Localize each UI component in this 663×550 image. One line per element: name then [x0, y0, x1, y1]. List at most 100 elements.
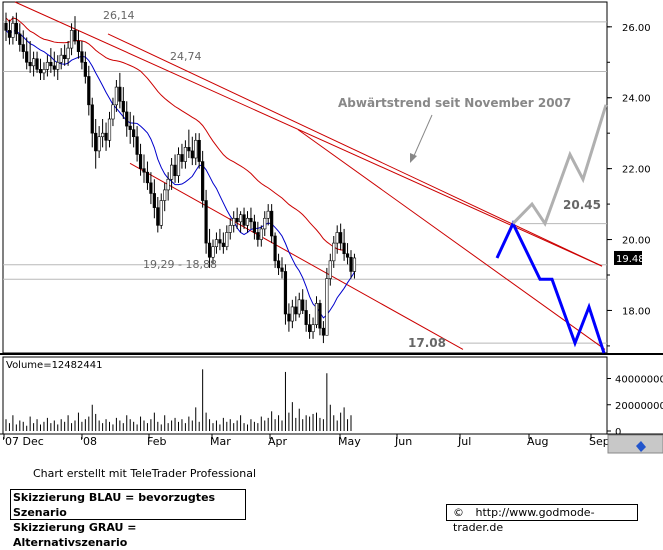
high-label-26: 26,14	[103, 9, 135, 22]
candle-body	[38, 69, 43, 74]
candle-body	[342, 242, 346, 255]
candle-body	[256, 232, 260, 240]
candle-body	[121, 100, 125, 113]
candle-body	[101, 132, 105, 138]
trend-line	[14, 1, 603, 267]
price-tick-label: 20.00	[622, 236, 651, 247]
trend-annotation: Abwärtstrend seit November 2007	[338, 96, 571, 110]
annotation-arrow-head	[410, 153, 417, 163]
volume-tick-label: 20000000	[615, 401, 663, 412]
price-tick-label: 18.00	[622, 306, 651, 317]
short-moving-average	[5, 29, 355, 319]
volume-tick-label: 40000000	[615, 375, 663, 386]
candle-body	[266, 210, 270, 219]
candle-body	[218, 239, 222, 244]
candle-body	[211, 246, 215, 258]
copyright-symbol: ©	[453, 506, 464, 519]
candle-body	[111, 104, 115, 120]
candle-body	[166, 178, 170, 191]
candle-body	[76, 40, 81, 52]
time-label: Sep	[589, 435, 610, 448]
candle-body	[56, 61, 60, 70]
corner-icon	[636, 441, 646, 452]
candle-body	[249, 217, 253, 223]
candle-body	[221, 242, 225, 247]
candle-body	[252, 221, 257, 233]
candle-body	[294, 306, 298, 315]
trend-line	[129, 162, 464, 350]
candle-body	[14, 22, 18, 35]
candle-body	[280, 267, 284, 272]
resistance-label: 20.45	[563, 198, 601, 212]
candle-body	[204, 200, 208, 244]
long-moving-average	[5, 17, 345, 251]
candle-body	[97, 136, 101, 152]
candle-body	[107, 118, 112, 141]
annotation-arrow-shaft	[412, 114, 433, 159]
candle-body	[245, 217, 250, 226]
time-label: Feb	[147, 435, 166, 448]
time-axis: '07 Dec '08 Feb Mar Apr May Jun Jul Aug Sep	[0, 433, 663, 448]
volume-panel: 0 20000000 40000000 Volume=12482441	[2, 356, 663, 438]
candle-body	[90, 104, 94, 134]
candle-body	[339, 232, 343, 244]
trend-line	[107, 33, 603, 267]
time-label: Mar	[210, 435, 231, 448]
candle-body	[290, 306, 294, 322]
candle-body	[156, 207, 160, 226]
candle-body	[52, 65, 56, 70]
source-url[interactable]: http://www.godmode-trader.de	[453, 506, 595, 534]
price-tick-label: 22.00	[622, 165, 651, 176]
legend-grey-text: Skizzierung GRAU = Alternativszenario	[13, 521, 137, 549]
candle-body	[335, 232, 339, 244]
candle-body	[69, 30, 74, 49]
candle-body	[59, 54, 63, 63]
candle-body	[25, 51, 29, 63]
time-label: '08	[80, 435, 97, 448]
price-frame	[2, 1, 608, 354]
candle-body	[225, 232, 229, 247]
candle-body	[66, 47, 70, 60]
candle-body	[135, 136, 139, 155]
time-label: Apr	[268, 435, 288, 448]
candle-body	[128, 125, 132, 130]
support-zone-label: 19,29 - 18,88	[143, 258, 217, 271]
candle-body	[273, 235, 277, 262]
candle-body	[263, 217, 267, 230]
candle-body	[325, 278, 329, 336]
candle-body	[190, 150, 194, 159]
low-label: 17.08	[408, 336, 446, 350]
candle-body	[235, 217, 239, 223]
high-label-24: 24,74	[170, 50, 202, 63]
corner-box[interactable]	[607, 434, 663, 454]
time-label: Aug	[527, 435, 548, 448]
source-link[interactable]: © http://www.godmode-trader.de	[446, 504, 638, 534]
candle-body	[201, 161, 205, 201]
time-label: May	[338, 435, 361, 448]
candle-body	[145, 171, 150, 184]
candle-body	[138, 154, 143, 169]
candle-body	[318, 303, 322, 329]
candle-body	[314, 303, 319, 325]
candle-body	[197, 139, 201, 162]
candle-body	[311, 324, 315, 333]
candle-body	[159, 200, 163, 226]
candle-body	[31, 58, 36, 67]
candle-body	[345, 253, 350, 258]
candle-body	[187, 147, 191, 152]
candle-body	[87, 76, 91, 106]
candle-body	[176, 154, 181, 177]
candle-body	[94, 132, 98, 152]
price-panel: 18.00 20.00 22.00 24.00 26.00 26,14 24,74 19,29…	[0, 1, 663, 355]
candle-body	[259, 228, 263, 240]
candle-body	[307, 324, 312, 333]
candle-body	[21, 44, 25, 52]
candle-body	[228, 225, 232, 233]
current-price-value: 19.48	[616, 254, 645, 265]
trend-line	[297, 129, 606, 350]
volume-tick-label: 0	[615, 427, 621, 438]
price-tick-label: 26.00	[622, 23, 651, 34]
candle-body	[170, 164, 174, 180]
chart-canvas: 18.00 20.00 22.00 24.00 26.00 26,14 24,74 19,29…	[0, 1, 663, 454]
candle-body	[152, 193, 156, 208]
